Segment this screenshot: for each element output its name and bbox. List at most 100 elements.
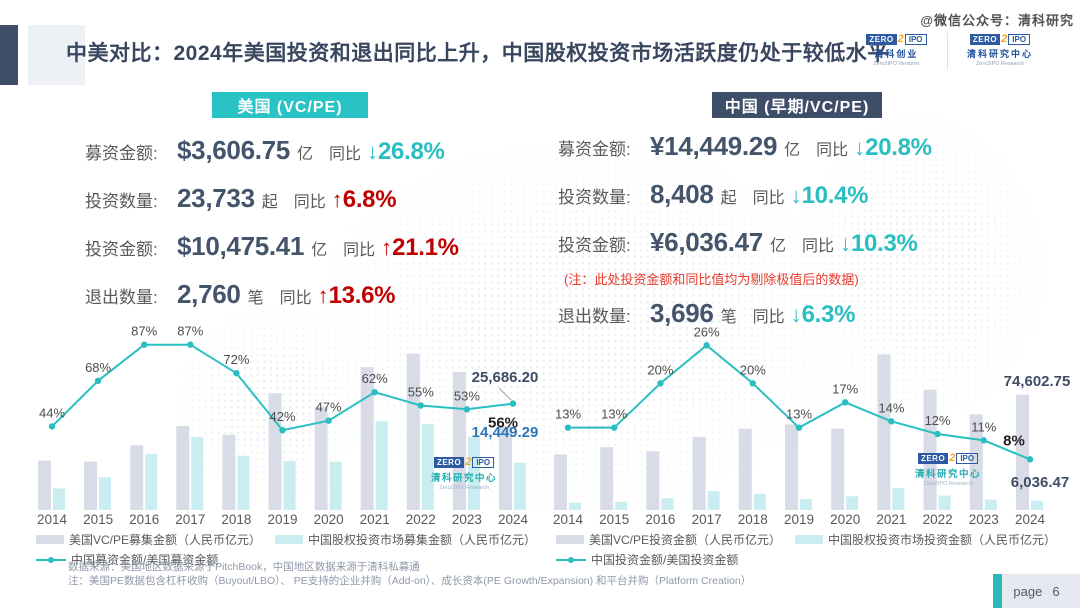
up-arrow-icon: ↑ (317, 283, 329, 308)
ratio-percent-label: 14% (878, 400, 904, 415)
ratio-percent-label: 87% (131, 324, 157, 339)
value-annotation: 6,036.47 (1011, 474, 1069, 491)
ratio-percent-label: 20% (647, 362, 673, 377)
ratio-percent-label: 68% (85, 360, 111, 375)
logo-cn-name: 清科研究中心 (915, 469, 982, 480)
stat-value: $3,606.75 (177, 135, 290, 165)
cn-bar (467, 436, 480, 510)
logo-zero-text: ZERO (969, 33, 1001, 45)
yoy-percent: 13.6% (328, 282, 396, 309)
cn-fundraising-stat: 募资金额: ¥14,449.29 亿 同比 ↓ 20.8% (558, 131, 932, 167)
zero2ipo-ventures-logo: ZERO 2 IPO 清科创业 Zero2IPO Ventures (858, 33, 935, 70)
legend-item: 美国VC/PE投资金额（人民币亿元） (556, 531, 781, 548)
ratio-point (564, 424, 572, 431)
zero2ipo-logo-icon: ZERO 2 IPO (433, 456, 495, 468)
cn-bar (984, 499, 997, 510)
ratio-point (980, 437, 987, 444)
year-label: 2023 (452, 512, 482, 527)
legend-row: 美国VC/PE投资金额（人民币亿元） 中国股权投资市场投资金额（人民币亿元） (556, 531, 1078, 548)
us-bar (738, 428, 752, 510)
ratio-percent-label: 13% (555, 407, 581, 422)
logo-cn-name: 清科研究中心 (966, 49, 1033, 59)
cn-bar (421, 424, 434, 510)
cn-exit-count-stat: 退出数量: 3,696 笔 同比 ↓ 6.3% (558, 298, 932, 334)
cn-bar (661, 498, 674, 510)
down-arrow-icon: ↓ (790, 302, 802, 327)
ratio-percent-label: 26% (694, 324, 720, 339)
logo-two-text: 2 (897, 33, 904, 45)
yoy-label: 同比 (801, 238, 834, 255)
cn-bar (615, 501, 628, 510)
year-label: 2020 (830, 512, 860, 527)
us-bar (1016, 394, 1029, 510)
us-bar (130, 445, 144, 510)
us-bar (554, 454, 567, 510)
us-bar (38, 460, 51, 510)
logo-zero-text: ZERO (866, 33, 897, 45)
ratio-line-swatch (36, 555, 66, 564)
ratio-percent-label: 20% (740, 362, 766, 377)
us-bar (176, 425, 190, 510)
cn-bar (329, 461, 342, 510)
zero2ipo-logo-icon: ZERO 2 IPO (917, 452, 979, 464)
year-label: 2019 (267, 512, 297, 527)
ratio-point (795, 424, 803, 431)
legend-row: 中国投资金额/美国投资金额 (556, 551, 1078, 568)
yoy-percent: 26.8% (378, 138, 445, 165)
stat-value: ¥6,036.47 (650, 227, 763, 257)
us-investment-amount-stat: 投资金额: $10,475.41 亿 同比 ↑ 21.1% (85, 231, 459, 267)
cn-bar (1031, 500, 1043, 510)
us-bar (222, 434, 236, 510)
us-bar (268, 393, 282, 510)
stat-value: 3,696 (650, 298, 714, 328)
ratio-percent-label: 13% (601, 407, 627, 422)
title-accent-light-bar (28, 25, 85, 85)
cn-bar (145, 453, 158, 510)
us-fundraising-stat: 募资金额: $3,606.75 亿 同比 ↓ 26.8% (85, 135, 459, 171)
us-cn-fundraising-chart: 2014 2015 2016 2017 2018 2019 2020 2021 2022 2023… (37, 324, 539, 527)
stat-label: 投资金额: (558, 236, 631, 255)
logo-en-name: Zero2IPO Research (923, 480, 973, 487)
ratio-point (934, 430, 941, 438)
cn-bar-swatch (275, 535, 304, 544)
yoy-percent: 6.3% (801, 301, 856, 328)
us-bar (452, 372, 466, 510)
cn-chart-legend: 美国VC/PE投资金额（人民币亿元） 中国股权投资市场投资金额（人民币亿元） 中… (556, 531, 1078, 571)
dotted-map-background (790, 110, 1050, 430)
year-label: 2023 (969, 512, 999, 527)
cn-bar (800, 498, 812, 510)
ratio-point (888, 418, 895, 425)
year-label: 2021 (876, 512, 906, 527)
cn-bar (99, 477, 112, 510)
ratio-point (371, 389, 378, 396)
logo-ipo-text: IPO (1008, 33, 1031, 45)
wechat-watermark: @微信公众号：清科研究 (920, 13, 1074, 28)
stat-value: 8,408 (650, 179, 714, 209)
stat-label: 投资金额: (85, 240, 158, 259)
ratio-point (417, 402, 424, 409)
annotation-callout-line (498, 387, 512, 401)
ratio-percent-label: 62% (362, 371, 388, 386)
ratio-point (749, 380, 756, 387)
stat-unit: 笔 (247, 290, 264, 307)
yoy-percent: 10.4% (801, 182, 869, 209)
ratio-point (279, 427, 286, 434)
legend-label: 中国股权投资市场募集金额（人民币亿元） (308, 533, 537, 547)
ratio-line-swatch (556, 555, 586, 564)
ratio-percent-label: 8% (1003, 432, 1025, 449)
us-stats: 募资金额: $3,606.75 亿 同比 ↓ 26.8% 投资数量: 23,73… (85, 135, 459, 315)
legend-label: 美国VC/PE投资金额（人民币亿元） (589, 533, 782, 547)
stat-unit: 亿 (311, 242, 328, 259)
ratio-percent-label: 17% (832, 381, 858, 396)
cn-investment-amount-stat: 投资金额: ¥6,036.47 亿 同比 ↓ 10.3% (558, 227, 932, 263)
us-bar (646, 451, 660, 510)
logo-ipo-text: IPO (904, 33, 927, 45)
stat-value: 23,733 (177, 183, 255, 213)
cn-bar (514, 462, 526, 510)
ratio-point (611, 424, 618, 431)
us-bar-swatch (556, 535, 584, 544)
year-label: 2015 (83, 512, 113, 527)
ratio-percent-label: 42% (269, 409, 295, 424)
value-annotation: 25,686.20 (472, 369, 539, 386)
